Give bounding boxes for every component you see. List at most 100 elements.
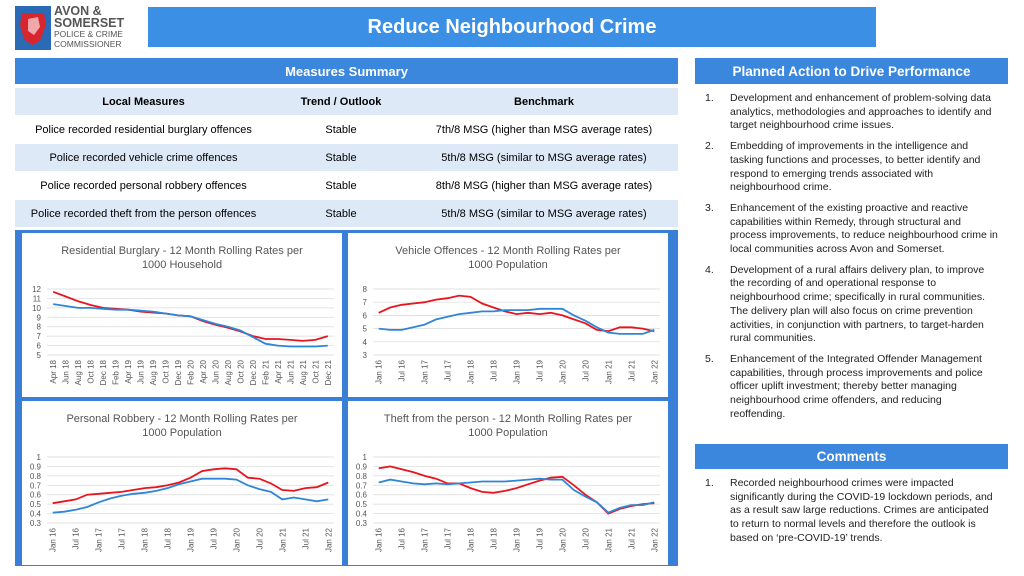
chart-title: Personal Robbery - 12 Month Rolling Rate… (66, 413, 298, 439)
action-item: 4. Development of a rural affairs deliver… (695, 264, 1008, 346)
x-tick-label: Jan 20 (558, 359, 567, 384)
y-tick-label: 0.7 (356, 481, 368, 490)
x-tick-label: Jun 19 (137, 359, 146, 384)
section-header: Planned Action to Drive Performance (695, 58, 1008, 84)
x-tick-label: Jun 21 (286, 359, 295, 384)
chart: 0.30.40.50.60.70.80.91 Jan 16 Jul 16 Jan 17… (30, 453, 334, 552)
x-tick-label: Jul 21 (627, 527, 636, 549)
y-tick-label: 3 (363, 351, 368, 360)
y-tick-label: 0.9 (356, 462, 368, 471)
x-tick-label: Jul 16 (72, 527, 81, 549)
x-tick-label: Jan 17 (421, 527, 430, 552)
cell: Police recorded theft from the person of… (15, 199, 272, 228)
chart: 3 4 5 6 7 8 Jan 16 Jul 16 Jan 17 Jul 17 Jan 18 Jul … (363, 285, 660, 384)
y-tick-label: 0.8 (30, 472, 42, 481)
x-tick-label: Dec 21 (324, 359, 333, 385)
item-number: 1. (705, 477, 714, 489)
y-tick-label: 9 (37, 313, 42, 322)
y-tick-label: 8 (37, 323, 42, 332)
chart-title: Vehicle Offences - 12 Month Rolling Rate… (395, 245, 621, 271)
y-tick-label: 0.5 (30, 500, 42, 509)
measures-table: Local Measures Trend / Outlook Benchmark… (15, 88, 678, 228)
action-list: 1. Development and enhancement of problem… (695, 92, 1008, 428)
item-number: 4. (705, 263, 714, 276)
series-line (378, 307, 655, 335)
x-tick-label: Jan 18 (467, 527, 476, 552)
x-tick-label: Apr 19 (124, 359, 133, 383)
y-tick-label: 0.5 (356, 500, 368, 509)
x-tick-label: Aug 20 (224, 359, 233, 385)
x-tick-label: Jan 16 (375, 359, 384, 384)
action-item: 5. Enhancement of the Integrated Offender… (695, 353, 1008, 422)
y-tick-label: 0.4 (356, 510, 368, 519)
y-tick-label: 0.7 (30, 481, 42, 490)
logo-shield (15, 6, 51, 50)
item-text: Enhancement of the Integrated Offender M… (730, 352, 983, 420)
x-tick-label: Jul 20 (581, 527, 590, 549)
y-tick-label: 12 (32, 285, 41, 294)
cell: 8th/8 MSG (higher than MSG average rates… (410, 171, 678, 200)
chart-panel: 0.3 0.4 0.5 0.6 0.7 0.8 0.9 1 Jan 16 Jul 16 Jan 17… (22, 401, 342, 565)
series-line (52, 477, 329, 514)
x-tick-label: Jul 19 (209, 527, 218, 549)
column-header: Benchmark (410, 88, 678, 116)
x-tick-label: Jul 16 (398, 359, 407, 381)
x-tick-label: Feb 19 (112, 359, 121, 384)
x-tick-label: Oct 19 (162, 359, 171, 383)
series-line (378, 294, 655, 333)
table-row: Police recorded residential burglary off… (15, 115, 678, 144)
cell: Stable (272, 115, 410, 144)
x-tick-label: Jan 16 (49, 527, 58, 552)
y-tick-label: 5 (37, 351, 42, 360)
y-tick-label: 0.6 (30, 491, 42, 500)
x-tick-label: Aug 19 (149, 359, 158, 385)
x-tick-label: Jan 20 (232, 527, 241, 552)
table-row: Police recorded personal robbery offence… (15, 171, 678, 200)
x-tick-label: Jan 19 (187, 527, 196, 552)
chart-panel: 3 4 5 6 7 8 Jan 16 Jul 16 Jan 17 Jul 17 Jan 18 Jul … (348, 233, 668, 397)
x-tick-label: Dec 19 (174, 359, 183, 385)
y-tick-label: 6 (37, 342, 42, 351)
cell: 5th/8 MSG (similar to MSG average rates) (410, 199, 678, 228)
y-tick-label: 11 (33, 294, 42, 303)
charts-area: 5 6 7 8 9 10 11 12 Apr 18 Jun 18 Aug 18 Oct 18 Dec 1… (15, 230, 678, 566)
logo-text: SOMERSET (54, 16, 125, 30)
item-text: Enhancement of the existing proactive an… (730, 201, 998, 256)
section-header: Measures Summary (15, 58, 678, 84)
x-tick-label: Aug 21 (299, 359, 308, 385)
page-title: Reduce Neighbourhood Crime (148, 7, 876, 47)
y-tick-label: 5 (363, 325, 368, 334)
x-tick-label: Jan 21 (604, 359, 613, 384)
table-row: Police recorded vehicle crime offences St… (15, 143, 678, 172)
x-tick-label: Jan 22 (324, 527, 333, 552)
y-tick-label: 0.9 (30, 462, 42, 471)
x-tick-label: Jul 17 (444, 527, 453, 549)
x-tick-label: Oct 21 (311, 359, 320, 383)
x-tick-label: Jan 18 (467, 359, 476, 384)
x-tick-label: Oct 18 (87, 359, 96, 383)
comment-item: 1. Recorded neighbourhood crimes were imp… (695, 477, 1008, 546)
x-tick-label: Dec 18 (99, 359, 108, 385)
x-tick-label: Jan 22 (650, 359, 659, 384)
cell: Stable (272, 199, 410, 228)
y-tick-label: 0.3 (30, 519, 42, 528)
x-tick-label: Jan 21 (278, 527, 287, 552)
cell: Police recorded personal robbery offence… (15, 171, 272, 200)
x-tick-label: Jun 18 (62, 359, 71, 384)
x-tick-label: Apr 18 (49, 359, 58, 383)
logo-text: COMMISSIONER (54, 39, 122, 49)
x-tick-label: Apr 21 (274, 359, 283, 383)
chart-title: Residential Burglary - 12 Month Rolling … (61, 245, 303, 271)
x-tick-label: Oct 20 (236, 359, 245, 383)
section-header: Comments (695, 444, 1008, 469)
cell: 7th/8 MSG (higher than MSG average rates… (410, 115, 678, 144)
action-item: 2. Embedding of improvements in the intel… (695, 140, 1008, 195)
item-number: 2. (705, 140, 714, 153)
y-tick-label: 8 (363, 285, 368, 294)
x-tick-label: Jul 19 (535, 527, 544, 549)
chart-panel: 0.3 0.4 0.5 0.6 0.7 0.8 0.9 1 Jan 16 Jul 16 Jan 17… (348, 401, 668, 565)
x-tick-label: Aug 18 (74, 359, 83, 385)
x-tick-label: Jul 20 (255, 527, 264, 549)
